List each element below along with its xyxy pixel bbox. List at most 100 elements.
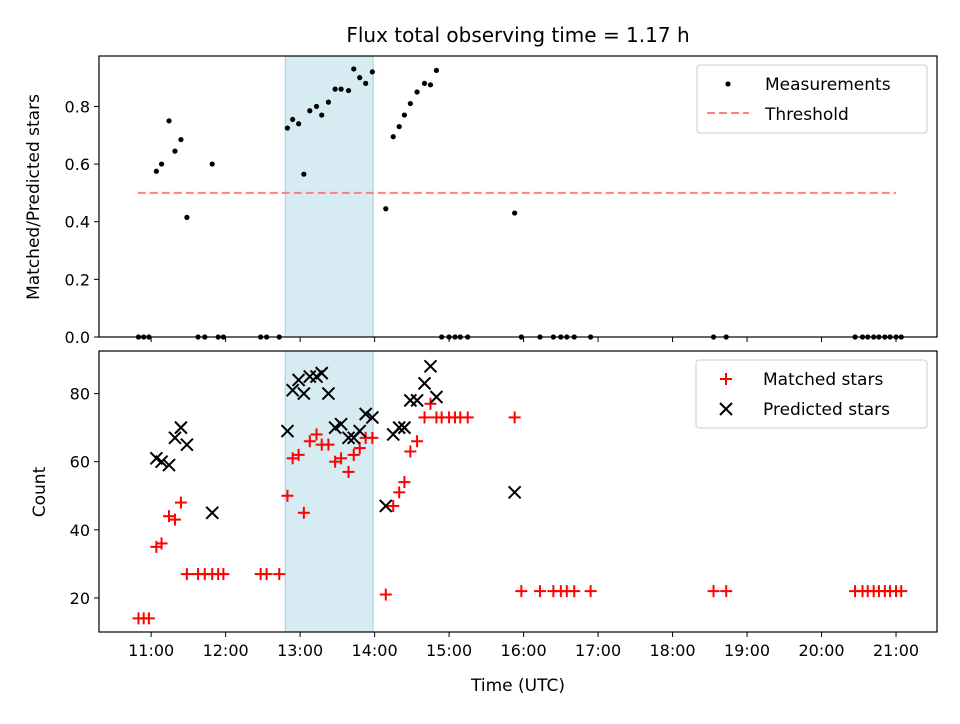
data-point bbox=[401, 112, 408, 118]
data-point bbox=[345, 87, 352, 94]
matched-point bbox=[895, 585, 908, 598]
predicted-point bbox=[297, 386, 311, 401]
data-point bbox=[184, 214, 190, 220]
data-point bbox=[296, 121, 302, 127]
data-point bbox=[166, 118, 172, 124]
data-point bbox=[158, 161, 165, 167]
chart-title: Flux total observing time = 1.17 h bbox=[346, 23, 689, 47]
predicted-point bbox=[392, 420, 406, 435]
x-tick-label: 17:00 bbox=[575, 641, 621, 660]
predicted-point bbox=[315, 366, 329, 380]
matched-point bbox=[515, 585, 528, 598]
predicted-point bbox=[180, 437, 194, 452]
matched-point bbox=[342, 465, 355, 478]
matched-point bbox=[292, 448, 305, 461]
matched-point bbox=[335, 452, 348, 465]
data-point bbox=[383, 206, 389, 212]
data-point bbox=[209, 161, 215, 167]
matched-point bbox=[533, 585, 546, 598]
matched-point bbox=[393, 486, 406, 499]
matched-point bbox=[379, 588, 392, 601]
predicted-point bbox=[358, 407, 373, 421]
matched-point bbox=[168, 513, 181, 526]
x-tick-label: 16:00 bbox=[501, 641, 547, 660]
data-point bbox=[427, 82, 434, 88]
matched-point bbox=[174, 496, 187, 509]
data-point bbox=[338, 86, 344, 92]
data-point bbox=[421, 80, 428, 86]
matched-point bbox=[142, 612, 155, 625]
matched-point bbox=[322, 438, 335, 451]
top-panel: 0.00.20.40.60.8 Matched/Predicted stars … bbox=[24, 55, 938, 347]
x-tick-label: 13:00 bbox=[277, 641, 323, 660]
data-point bbox=[369, 69, 375, 75]
predicted-point bbox=[285, 383, 300, 397]
matched-point bbox=[260, 568, 273, 581]
x-tick-label: 19:00 bbox=[724, 641, 770, 660]
y-tick-label: 0.8 bbox=[65, 97, 90, 116]
data-point bbox=[396, 124, 402, 130]
top-legend: Measurements Threshold bbox=[696, 64, 928, 134]
matched-point bbox=[418, 411, 431, 424]
top-axes-frame bbox=[98, 55, 938, 338]
y-tick-label: 0.6 bbox=[65, 155, 90, 174]
x-tick-label: 20:00 bbox=[798, 641, 844, 660]
x-tick-label: 11:00 bbox=[128, 641, 174, 660]
data-point bbox=[512, 210, 518, 216]
matched-point bbox=[720, 585, 733, 598]
matched-point bbox=[398, 476, 411, 489]
predicted-point bbox=[353, 424, 367, 438]
predicted-point bbox=[334, 417, 348, 431]
matched-point bbox=[353, 442, 366, 455]
matched-point bbox=[584, 585, 597, 598]
data-point bbox=[301, 171, 307, 177]
data-point bbox=[290, 116, 296, 123]
top-y-axis-label: Matched/Predicted stars bbox=[24, 94, 44, 300]
legend-label-measurements: Measurements bbox=[765, 75, 891, 95]
x-tick-label: 18:00 bbox=[650, 641, 696, 660]
matched-point bbox=[217, 568, 230, 581]
data-point bbox=[390, 134, 396, 140]
bottom-legend-box bbox=[695, 359, 928, 429]
predicted-point bbox=[365, 410, 380, 425]
matched-point bbox=[297, 506, 310, 519]
matched-point bbox=[347, 448, 360, 461]
matched-point bbox=[273, 568, 286, 581]
data-point bbox=[313, 103, 320, 110]
data-point bbox=[351, 66, 357, 72]
data-point bbox=[433, 67, 440, 74]
data-point bbox=[407, 100, 413, 107]
matched-point bbox=[424, 397, 437, 410]
y-tick-label: 0.4 bbox=[65, 213, 90, 232]
matched-point bbox=[461, 411, 474, 424]
predicted-point bbox=[379, 499, 393, 513]
y-tick-label: 40 bbox=[70, 521, 90, 540]
data-point bbox=[332, 86, 338, 92]
y-tick-label: 0.0 bbox=[65, 328, 90, 347]
x-tick-label: 12:00 bbox=[203, 641, 249, 660]
bottom-axes-frame bbox=[98, 350, 938, 633]
predicted-point bbox=[423, 359, 438, 374]
legend-marker-predicted bbox=[719, 402, 733, 416]
legend-label-predicted: Predicted stars bbox=[763, 400, 890, 420]
data-point bbox=[357, 75, 363, 81]
legend-label-matched: Matched stars bbox=[763, 370, 883, 390]
y-tick-label: 60 bbox=[70, 453, 90, 472]
legend-marker-measurements bbox=[725, 81, 731, 87]
data-point bbox=[153, 168, 159, 174]
predicted-point bbox=[507, 485, 522, 500]
data-point bbox=[284, 125, 291, 131]
data-point bbox=[307, 108, 313, 114]
bottom-panel: 20 40 60 80 11:00 12:00 13:00 14:00 15:00 16:00 1… bbox=[30, 350, 938, 696]
bottom-legend: Matched stars Predicted stars bbox=[695, 359, 928, 429]
matched-point bbox=[387, 499, 400, 512]
predicted-point bbox=[417, 376, 432, 391]
predicted-point bbox=[162, 458, 176, 472]
legend-marker-matched bbox=[720, 373, 732, 385]
y-tick-label: 80 bbox=[70, 385, 90, 404]
matched-point bbox=[281, 489, 294, 502]
matched-point bbox=[411, 435, 424, 448]
matched-point bbox=[568, 585, 581, 598]
predicted-point bbox=[410, 393, 424, 408]
